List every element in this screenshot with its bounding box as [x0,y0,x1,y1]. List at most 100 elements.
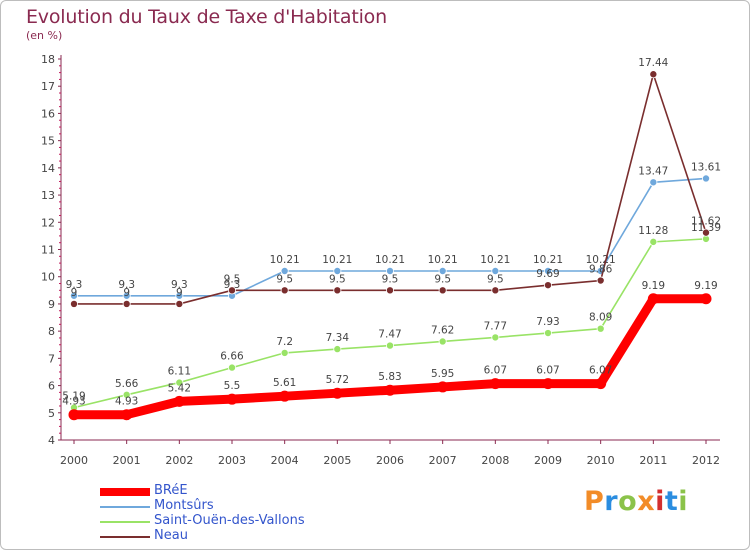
data-point-neau [702,228,711,237]
chart-title: Evolution du Taux de Taxe d'Habitation [26,6,387,28]
data-label-bree: 5.5 [224,380,241,392]
logo-letter: i [678,486,689,517]
y-tick-label: 18 [41,53,55,66]
data-label-montsurs: 9.3 [171,279,188,291]
data-label-neau: 9.5 [329,273,346,285]
x-tick-label: 2006 [376,454,404,467]
data-label-bree: 5.42 [168,382,191,394]
data-label-saint-ouen-des-vallons: 5.66 [115,378,139,390]
data-point-bree [121,409,133,421]
y-tick-label: 4 [48,434,55,447]
data-point-saint-ouen-des-vallons [438,337,447,346]
legend-label-montsurs: Montsûrs [154,498,214,513]
data-label-bree: 5.61 [273,377,296,389]
legend-swatch-bree [100,488,150,496]
x-tick-label: 2007 [429,454,457,467]
data-point-neau [280,286,289,295]
data-point-montsurs [649,178,658,187]
data-point-bree [279,390,291,402]
data-point-saint-ouen-des-vallons [175,378,184,387]
data-point-bree [595,378,607,390]
data-label-montsurs: 10.21 [270,254,300,266]
legend-label-bree: BRéE [154,483,188,498]
data-point-saint-ouen-des-vallons [544,329,553,338]
legend-label-neau: Neau [154,528,188,543]
y-tick-label: 8 [48,325,55,338]
data-label-saint-ouen-des-vallons: 5.19 [62,391,85,403]
data-point-saint-ouen-des-vallons [333,345,342,354]
data-label-bree: 6.07 [484,365,507,377]
data-point-montsurs [175,291,184,300]
data-label-saint-ouen-des-vallons: 7.93 [536,316,559,328]
y-tick-label: 9 [48,298,55,311]
x-tick-label: 2011 [639,454,667,467]
y-tick-label: 14 [41,162,55,175]
y-tick-label: 10 [41,271,55,284]
y-tick-label: 12 [41,216,55,229]
data-label-bree: 5.83 [378,371,401,383]
data-point-neau [385,286,394,295]
data-label-neau: 9.5 [382,273,399,285]
data-point-neau [122,299,131,308]
data-point-bree [384,384,396,396]
data-label-saint-ouen-des-vallons: 7.62 [431,324,454,336]
logo-letter: o [618,486,638,517]
data-point-bree [489,378,501,390]
data-label-neau: 17.44 [638,57,668,69]
data-label-montsurs: 10.21 [322,254,352,266]
data-label-montsurs: 9.3 [66,279,83,291]
data-label-bree: 4.93 [115,396,138,408]
y-tick-label: 13 [41,189,55,202]
logo-letter: P [584,486,605,517]
data-label-montsurs: 13.61 [691,161,721,173]
x-tick-label: 2012 [692,454,720,467]
data-point-neau [227,286,236,295]
data-label-bree: 5.72 [326,374,349,386]
data-point-montsurs [70,291,79,300]
data-point-bree [68,409,80,421]
x-tick-label: 2008 [481,454,509,467]
data-label-neau: 9.5 [224,273,241,285]
y-tick-label: 6 [48,380,55,393]
data-label-montsurs: 13.47 [638,165,668,177]
data-point-saint-ouen-des-vallons [227,363,236,372]
data-label-bree: 9.19 [694,280,717,292]
data-point-montsurs [438,266,447,275]
data-label-montsurs: 10.21 [533,254,563,266]
data-label-saint-ouen-des-vallons: 6.11 [168,366,191,378]
data-point-neau [438,286,447,295]
data-label-saint-ouen-des-vallons: 6.66 [220,351,244,363]
data-point-montsurs [544,266,553,275]
data-label-saint-ouen-des-vallons: 7.77 [484,320,507,332]
logo-letter: r [604,486,619,517]
data-label-saint-ouen-des-vallons: 7.47 [378,329,401,341]
data-label-neau: 11.62 [691,216,721,228]
data-label-bree: 6.07 [589,365,612,377]
data-label-neau: 9.86 [589,264,613,276]
data-label-saint-ouen-des-vallons: 8.09 [589,312,612,324]
logo-letter: x [637,486,656,517]
data-label-neau: 9 [71,287,78,299]
data-label-neau: 9.5 [276,273,293,285]
data-label-bree: 4.93 [62,396,85,408]
logo-letter: i [655,486,665,517]
data-point-neau [70,299,79,308]
data-point-montsurs [122,291,131,300]
data-point-montsurs [280,266,289,275]
data-label-montsurs: 10.21 [428,254,458,266]
data-label-neau: 9.5 [434,273,451,285]
data-point-neau [596,276,605,285]
unit-label: (en %) [26,29,63,42]
y-tick-label: 5 [48,407,55,420]
data-label-montsurs: 9.3 [224,279,241,291]
data-point-bree [700,293,712,305]
data-label-saint-ouen-des-vallons: 11.39 [691,222,721,234]
legend-swatch-montsurs [100,506,150,508]
x-tick-label: 2010 [587,454,615,467]
data-point-montsurs [385,266,394,275]
x-tick-label: 2009 [534,454,562,467]
data-label-bree: 5.95 [431,368,454,380]
data-label-bree: 9.19 [642,280,665,292]
x-tick-label: 2000 [60,454,88,467]
